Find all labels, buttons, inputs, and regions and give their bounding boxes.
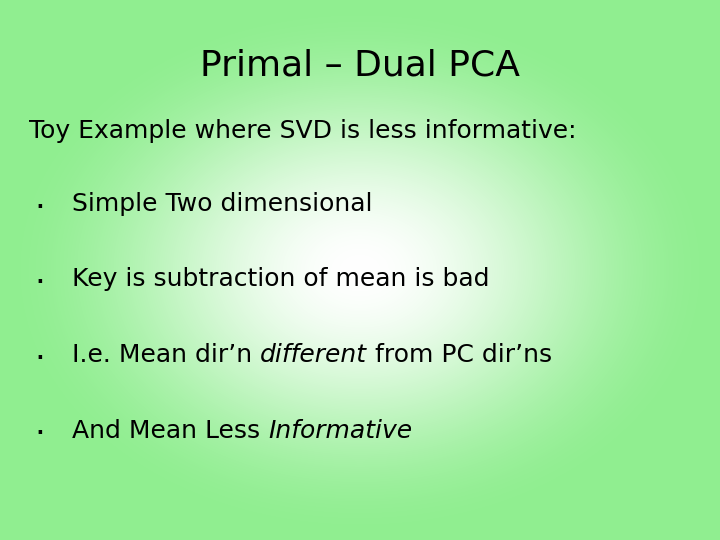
Text: ·: · bbox=[35, 267, 45, 300]
Text: Key is subtraction of mean is bad: Key is subtraction of mean is bad bbox=[72, 267, 490, 291]
Text: I.e. Mean dir’n: I.e. Mean dir’n bbox=[72, 343, 260, 367]
Text: Primal – Dual PCA: Primal – Dual PCA bbox=[200, 49, 520, 83]
Text: ·: · bbox=[35, 418, 45, 451]
Text: ·: · bbox=[35, 192, 45, 225]
Text: Toy Example where SVD is less informative:: Toy Example where SVD is less informativ… bbox=[29, 119, 576, 143]
Text: ·: · bbox=[35, 343, 45, 376]
Text: Informative: Informative bbox=[268, 418, 413, 442]
Text: Simple Two dimensional: Simple Two dimensional bbox=[72, 192, 372, 215]
Text: And Mean Less: And Mean Less bbox=[72, 418, 268, 442]
Text: different: different bbox=[260, 343, 367, 367]
Text: from PC dir’ns: from PC dir’ns bbox=[367, 343, 552, 367]
